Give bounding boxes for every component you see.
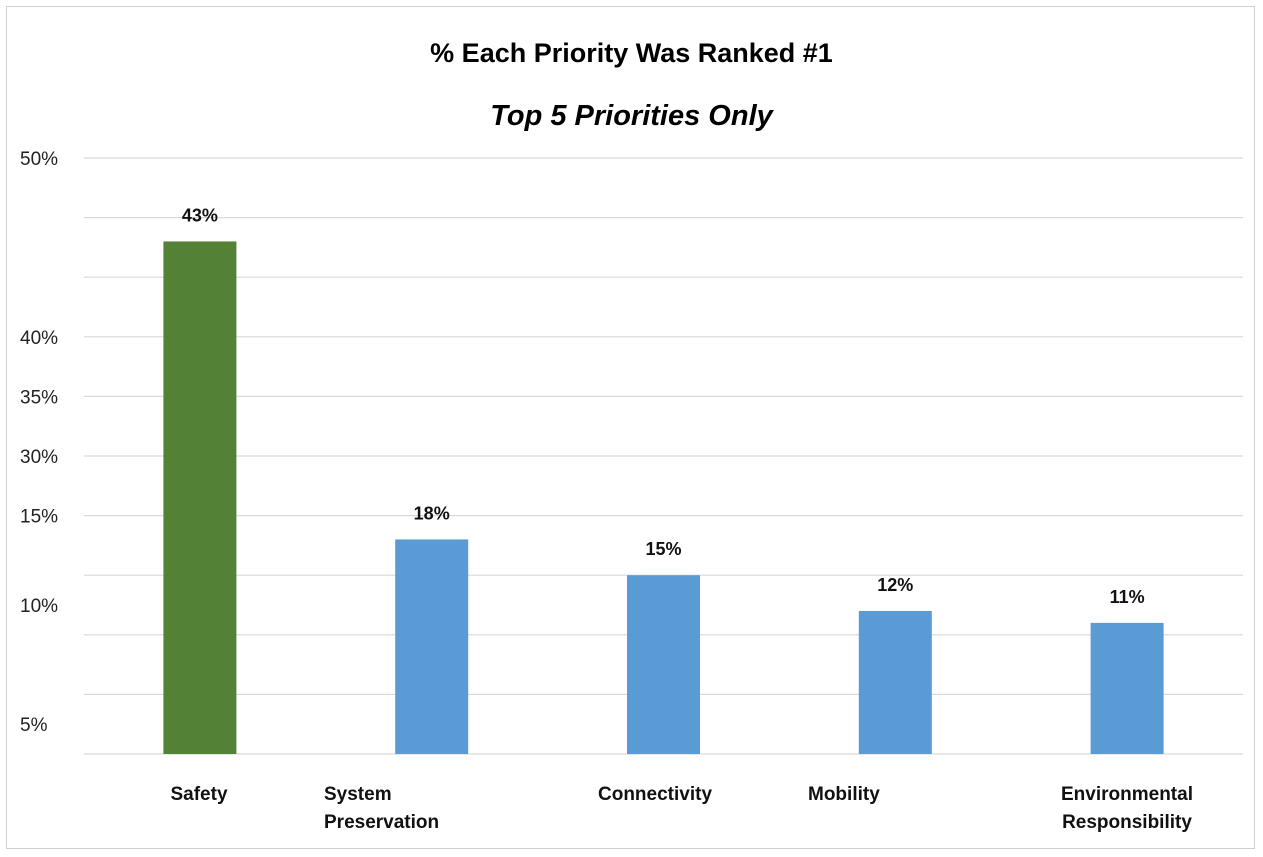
y-tick-label: 30% — [20, 447, 58, 468]
bar — [858, 610, 932, 754]
category-label: Safety — [170, 784, 227, 805]
category-label: Connectivity — [598, 784, 712, 805]
y-tick-label: 35% — [20, 387, 58, 408]
bar — [395, 539, 469, 754]
bar-value-label: 12% — [877, 575, 913, 595]
y-tick-label: 10% — [20, 596, 58, 617]
bar — [163, 241, 237, 754]
chart-subtitle: Top 5 Priorities Only — [490, 100, 773, 132]
y-tick-label: 15% — [20, 507, 58, 528]
category-label: Responsibility — [1062, 812, 1192, 833]
bar-value-label: 11% — [1110, 587, 1145, 607]
bar-value-label: 43% — [182, 205, 218, 225]
y-tick-label: 5% — [20, 715, 48, 736]
category-label: System — [324, 784, 392, 805]
y-tick-label: 50% — [20, 149, 58, 170]
chart-title: % Each Priority Was Ranked #1 — [430, 38, 833, 68]
category-label: Environmental — [1061, 784, 1193, 805]
bar — [627, 575, 700, 754]
bar — [1090, 622, 1164, 754]
category-label: Preservation — [324, 812, 439, 833]
y-tick-label: 40% — [20, 328, 58, 349]
bar-value-label: 15% — [645, 539, 681, 559]
bar-value-label: 18% — [414, 503, 450, 523]
category-label: Mobility — [808, 784, 880, 805]
